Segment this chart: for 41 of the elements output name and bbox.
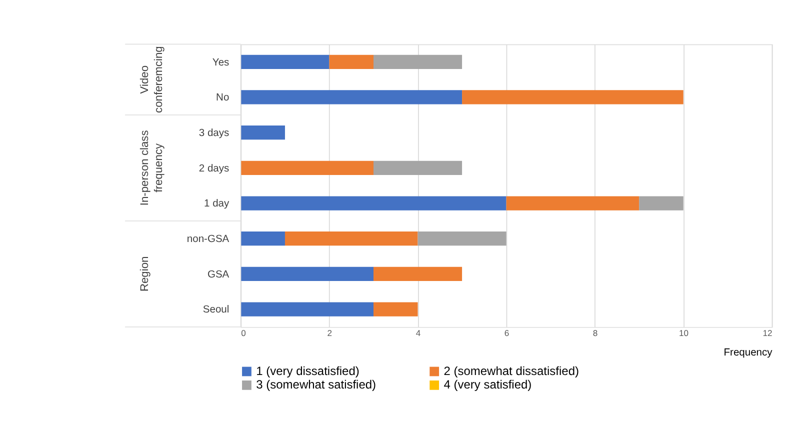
y-tick-label: Seoul <box>202 304 230 316</box>
bar <box>240 90 462 104</box>
bar <box>639 196 684 210</box>
bar <box>240 266 374 281</box>
x-tick-label: 2 <box>327 328 332 338</box>
y-tick-label: non-GSA <box>186 234 230 246</box>
x-tick-label: 12 <box>762 328 773 338</box>
legend-label: 2 (somewhat dissatisfied) <box>444 364 579 378</box>
bar <box>506 196 640 210</box>
x-tick-label: 8 <box>592 328 598 338</box>
legend-label: 4 (very satisfied) <box>444 378 532 392</box>
bar <box>462 90 684 104</box>
text: Region <box>139 256 152 292</box>
y-tick-label: 3 days <box>198 128 230 140</box>
bar <box>240 232 285 246</box>
bar <box>329 54 374 69</box>
bar <box>374 302 418 316</box>
y-tick-label: No <box>216 92 230 104</box>
x-tick-label: 4 <box>416 328 421 338</box>
y-tick-label: GSA <box>207 269 230 280</box>
bar <box>418 232 506 246</box>
bar <box>240 126 285 140</box>
y-tick-label: Yes <box>212 57 230 68</box>
x-axis-title: Frequency <box>724 348 774 359</box>
bar <box>284 232 418 246</box>
y-tick-label: 2 days <box>198 163 230 174</box>
text: In-person class frequency <box>139 130 165 206</box>
bar <box>240 160 374 175</box>
bar <box>240 196 506 210</box>
bar <box>374 266 462 281</box>
legend-label: 1 (very dissatisfied) <box>256 364 360 378</box>
bar <box>374 160 462 175</box>
bar <box>374 54 462 69</box>
legend-label: 3 (somewhat satisfied) <box>256 378 376 392</box>
bar <box>240 302 374 316</box>
x-tick-label: 0 <box>241 328 246 338</box>
bar <box>240 54 330 69</box>
x-tick-label: 6 <box>504 328 510 338</box>
text: Video conferemcing <box>139 46 165 113</box>
y-tick-label: 1 day <box>204 198 230 210</box>
x-tick-label: 10 <box>679 328 689 338</box>
